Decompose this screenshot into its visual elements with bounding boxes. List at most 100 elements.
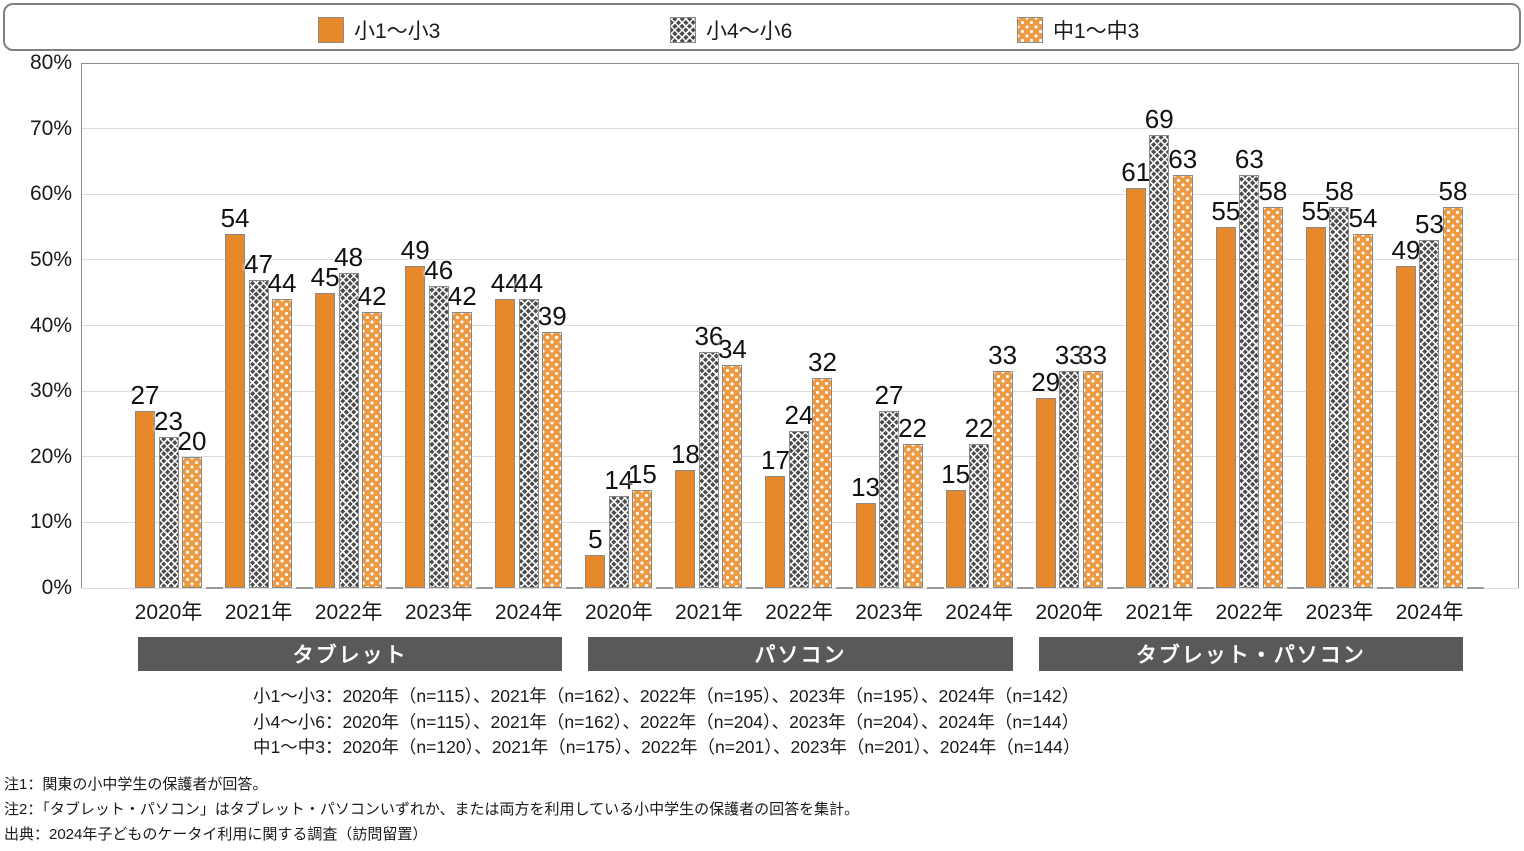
- bar-value-label: 39: [537, 301, 567, 332]
- bar-value-label: 36: [694, 320, 724, 351]
- bar-value-label: 33: [1054, 340, 1084, 371]
- bar: [992, 371, 1013, 588]
- bar-value-label: 46: [424, 255, 454, 286]
- bar-value-label: 58: [1438, 176, 1468, 207]
- baseline-dash: [1106, 587, 1124, 589]
- bar-value-label: 29: [1031, 366, 1061, 397]
- bar: [1215, 227, 1236, 588]
- bar: [632, 489, 653, 588]
- legend: 小1～小3 小4～小6 中1～中3: [3, 3, 1521, 51]
- legend-item: 小1～小3: [318, 16, 440, 44]
- bar: [788, 430, 809, 588]
- bar: [812, 378, 833, 588]
- bar-value-label: 61: [1121, 156, 1151, 187]
- sample-note-line: 中1～中3：2020年（n=120）、2021年（n=175）、2022年（n=…: [253, 737, 1081, 757]
- x-axis-tick-label: 2021年: [224, 601, 293, 624]
- bar-value-label: 32: [808, 347, 837, 377]
- bar-value-label: 14: [604, 465, 634, 496]
- bar-value-label: 44: [267, 268, 297, 299]
- x-axis-tick-label: 2023年: [855, 601, 923, 624]
- x-axis-tick-label: 2023年: [404, 601, 473, 624]
- bar-value-label: 13: [851, 471, 880, 502]
- baseline-dash: [296, 587, 314, 589]
- bar: [765, 476, 786, 588]
- legend-swatch-dots-icon: [1017, 17, 1043, 43]
- bar-value-label: 5: [588, 524, 603, 555]
- bar: [1305, 227, 1326, 588]
- y-axis-tick-label: 70%: [29, 116, 72, 140]
- bar: [1125, 187, 1146, 588]
- gridline: [81, 325, 1519, 326]
- x-axis-tick-label: 2024年: [1395, 601, 1464, 624]
- x-axis-tick-label: 2024年: [494, 601, 563, 624]
- bar: [945, 489, 966, 588]
- baseline-dash: [1016, 587, 1034, 589]
- bar-value-label: 49: [1391, 235, 1421, 266]
- bar: [225, 233, 246, 588]
- bar: [698, 351, 719, 588]
- x-axis-tick-label: 2020年: [1035, 601, 1104, 624]
- baseline-dash: [566, 587, 584, 589]
- bar-value-label: 17: [761, 445, 790, 476]
- x-axis-tick-label: 2020年: [134, 601, 203, 624]
- bar-value-label: 69: [1144, 104, 1174, 135]
- bar: [969, 443, 990, 588]
- bar: [158, 437, 179, 588]
- sample-size-notes: 小1～小3：2020年（n=115）、2021年（n=162）、2022年（n=…: [253, 684, 1080, 761]
- bar-value-label: 54: [220, 202, 250, 233]
- bar-value-label: 58: [1258, 176, 1288, 207]
- x-axis-tick-label: 2022年: [1215, 601, 1284, 624]
- bar-value-label: 53: [1415, 209, 1444, 240]
- bar-value-label: 54: [1348, 202, 1378, 233]
- bar: [1035, 397, 1056, 588]
- bar: [1395, 266, 1416, 588]
- x-axis-tick-label: 2022年: [765, 601, 833, 624]
- bar-value-label: 22: [898, 412, 927, 443]
- bar: [542, 332, 563, 588]
- bar-value-label: 55: [1211, 196, 1241, 227]
- category-band-label: パソコン: [588, 637, 1013, 671]
- baseline-dash: [1466, 587, 1484, 589]
- bar: [518, 299, 539, 588]
- bar-value-label: 45: [310, 261, 340, 292]
- legend-item: 中1～中3: [1017, 16, 1139, 44]
- x-axis-tick-label: 2021年: [675, 601, 743, 624]
- bar: [362, 312, 383, 588]
- footnote-line: 出典：2024年子どものケータイ利用に関する調査（訪問留置）: [4, 826, 428, 843]
- category-band-label: タブレット: [138, 637, 563, 671]
- baseline-dash: [656, 587, 674, 589]
- bar: [182, 456, 202, 588]
- bar: [248, 279, 269, 588]
- x-axis-tick-label: 2024年: [945, 601, 1013, 624]
- x-axis-line: [81, 588, 1519, 589]
- bar-value-label: 22: [964, 412, 994, 443]
- bar: [1442, 207, 1463, 588]
- bar: [338, 273, 359, 588]
- legend-label: 中1～中3: [1053, 20, 1140, 43]
- bar: [722, 364, 743, 588]
- bar: [855, 502, 876, 588]
- sample-note-line: 小1～小3：2020年（n=115）、2021年（n=162）、2022年（n=…: [253, 686, 1080, 706]
- legend-item: 小4～小6: [670, 16, 792, 44]
- bar: [1059, 371, 1080, 588]
- baseline-dash: [206, 587, 223, 589]
- y-axis-tick-label: 80%: [29, 51, 72, 74]
- bar: [879, 410, 900, 588]
- bar-value-label: 33: [1078, 340, 1108, 371]
- bar-value-label: 18: [670, 438, 700, 469]
- footnote-line: 注2：「タブレット・パソコン」はタブレット・パソコンいずれか、または両方を利用し…: [4, 801, 860, 818]
- gridline: [81, 193, 1519, 195]
- bar-value-label: 44: [490, 268, 520, 299]
- bar-value-label: 55: [1301, 196, 1331, 227]
- bar-value-label: 48: [334, 242, 364, 272]
- baseline-dash: [476, 587, 494, 589]
- bar: [1172, 174, 1193, 588]
- bar: [1262, 207, 1283, 588]
- bar-value-label: 49: [400, 235, 430, 266]
- bar-value-label: 20: [177, 425, 207, 456]
- bar: [452, 312, 473, 588]
- bar-value-label: 23: [154, 406, 183, 437]
- baseline-dash: [836, 587, 854, 589]
- bar: [495, 299, 516, 588]
- bar: [1239, 174, 1260, 588]
